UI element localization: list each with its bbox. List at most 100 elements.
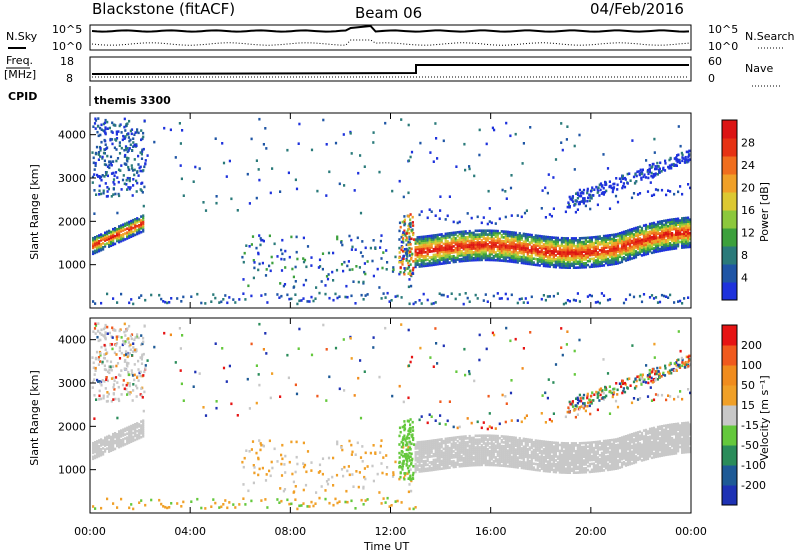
data-cell [124,433,127,436]
data-cell [498,444,501,448]
data-cell [298,299,301,303]
data-cell [403,222,407,226]
data-cell [442,439,445,443]
data-cell [526,244,529,248]
data-cell [424,467,427,471]
data-cell [594,460,597,463]
data-cell [566,250,569,254]
data-cell [448,251,451,255]
data-cell [492,463,495,467]
data-cell [411,230,414,234]
data-cell [652,235,656,238]
data-cell [496,446,499,450]
data-cell [132,425,135,429]
data-cell [96,440,99,443]
data-cell [124,129,127,132]
data-cell [520,261,523,265]
data-cell [120,441,123,444]
data-cell [401,263,404,266]
data-cell [366,260,369,263]
data-cell [566,448,569,451]
data-cell [106,190,109,193]
data-cell [558,455,561,458]
data-cell [418,452,421,456]
data-cell [242,497,245,500]
data-cell [644,231,648,235]
data-cell [506,451,509,454]
data-cell [134,424,137,428]
data-cell [618,239,622,243]
data-cell [668,158,671,162]
data-cell [446,253,449,257]
data-cell [538,246,541,250]
data-cell [632,237,636,240]
data-cell [280,248,283,252]
data-cell [454,451,457,455]
data-cell [590,445,593,448]
data-cell [120,164,123,167]
data-cell [636,239,640,243]
data-cell [544,469,547,473]
data-cell [498,241,501,245]
data-cell [108,245,111,248]
data-cell [504,190,507,193]
data-cell [536,242,539,245]
data-cell [675,237,678,240]
data-cell [476,444,479,447]
data-cell [111,131,114,134]
data-cell [679,232,682,236]
data-cell [434,468,437,471]
data-cell [262,239,265,243]
data-cell [292,286,295,289]
data-cell [92,240,95,244]
data-cell [420,442,423,446]
data-cell [464,251,467,255]
data-cell [472,448,475,451]
data-cell [112,440,115,444]
data-cell [640,226,644,230]
data-cell [220,505,223,509]
data-cell [502,460,505,464]
data-cell [93,173,96,176]
data-cell [656,250,660,253]
data-cell [472,258,475,262]
data-cell [363,165,366,168]
data-cell [106,238,109,241]
data-cell [468,300,471,303]
data-cell [524,244,527,248]
data-cell [648,244,652,247]
data-cell [540,412,543,415]
data-cell [484,252,487,256]
data-cell [494,222,497,225]
data-cell [468,243,471,247]
data-cell [572,254,575,258]
data-cell [466,458,469,461]
data-cell [654,234,658,238]
data-cell [496,438,499,442]
data-cell [654,229,658,232]
data-cell [636,237,640,241]
data-cell [120,226,123,229]
data-cell [500,245,503,249]
data-cell [460,457,463,460]
data-cell [102,447,105,450]
data-cell [318,291,321,295]
data-cell [635,180,638,183]
data-cell [671,245,674,249]
data-cell [265,147,268,150]
data-cell [510,246,513,250]
data-cell [654,242,658,246]
data-cell [670,163,673,166]
data-cell [600,467,603,470]
data-cell [474,293,477,297]
data-cell [103,175,106,178]
data-cell [480,258,483,262]
data-cell [638,192,642,195]
data-cell [574,246,577,250]
data-cell [683,222,686,226]
data-cell [594,237,597,241]
data-cell [624,239,628,243]
data-cell [162,505,165,508]
data-cell [594,245,597,249]
data-cell [570,453,573,457]
